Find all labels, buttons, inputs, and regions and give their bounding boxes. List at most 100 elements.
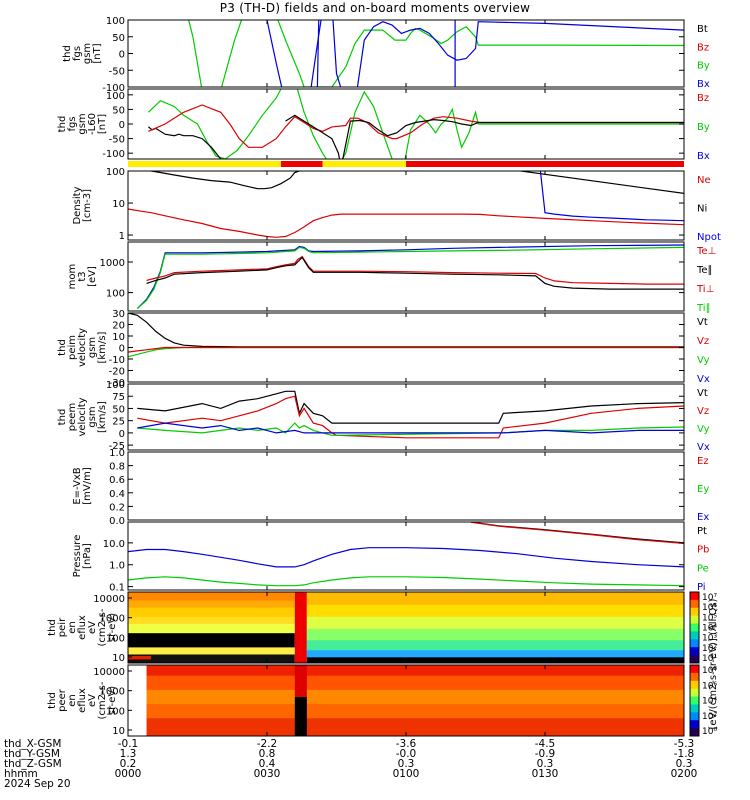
legend-vx: Vx xyxy=(697,374,710,385)
y-tick-label: 25 xyxy=(112,417,125,428)
page-title: P3 (TH-D) fields and on-board moments ov… xyxy=(219,1,531,15)
mode-bar-segment xyxy=(322,161,406,167)
legend-vy: Vy xyxy=(697,424,710,435)
y-tick-label: 1000 xyxy=(100,614,125,625)
legend-bx: Bx xyxy=(697,151,710,162)
colorbar-tick-label: 10⁸ xyxy=(702,666,717,676)
y-tick-label: 10.0 xyxy=(103,539,125,550)
series-pe-line xyxy=(128,576,684,587)
legend-pt: Pt xyxy=(697,526,707,537)
x-tick-label: 0.3 xyxy=(676,758,693,770)
y-tick-label: 100 xyxy=(106,167,125,178)
series-bz-line xyxy=(148,104,684,148)
y-tick-label: 50 xyxy=(112,404,125,415)
y-tick-label: 0.2 xyxy=(109,502,125,513)
y-tick-label: -20 xyxy=(109,367,125,378)
panel-frame xyxy=(127,383,685,451)
spectrogram-image xyxy=(128,592,684,663)
legend-vz: Vz xyxy=(697,336,709,347)
y-tick-label: 10 xyxy=(112,653,125,664)
y-tick-label: 100 xyxy=(106,380,125,391)
y-axis-label: peem xyxy=(67,403,78,431)
x-tick-label: -0.1 xyxy=(118,738,139,750)
legend-te: Te∥ xyxy=(696,265,713,276)
mode-bar-segment xyxy=(406,161,684,167)
series-group xyxy=(188,20,684,87)
panel-mode_bar xyxy=(128,161,684,167)
y-tick-label: -50 xyxy=(109,66,125,77)
y-tick-label: 100 xyxy=(106,706,125,717)
x-tick-label: -0.0 xyxy=(396,748,417,760)
x-tick-label: -3.6 xyxy=(396,738,417,750)
y-axis-label: [nT] xyxy=(92,43,103,63)
y-axis-label: [km/s] xyxy=(97,401,108,433)
y-axis-label: gsm xyxy=(87,337,98,358)
y-tick-label: 10 xyxy=(112,726,125,737)
y-tick-label: -25 xyxy=(109,441,125,452)
x-tick-label: -2.2 xyxy=(257,738,278,750)
y-tick-label: 50 xyxy=(112,105,125,116)
y-tick-label: 30 xyxy=(112,309,125,320)
x-tick-label: 0030 xyxy=(254,768,281,780)
panel-pressure: 10.0 1.0 0.1 Pt Pb Pe Pi Pressure [nPa] xyxy=(72,521,709,594)
x-tick-label: -4.5 xyxy=(535,738,556,750)
y-tick-label: -50 xyxy=(109,135,125,146)
y-axis-label: peir xyxy=(57,617,68,637)
series-bx-line xyxy=(266,20,684,87)
y-axis-label: thd xyxy=(57,339,68,356)
colorbar-tick-label: 10³ xyxy=(702,634,717,644)
series-vz-line xyxy=(137,395,684,439)
panel-moments_t: 1000 100 Te⊥ Te∥ Ti⊥ Ti∥ mom t3 [eV] xyxy=(67,241,716,314)
series-vy-line xyxy=(128,346,684,358)
y-axis-label: -L60 xyxy=(87,113,98,135)
x-tick-label: -0.9 xyxy=(535,748,556,760)
x-tick-label: 0.4 xyxy=(259,758,276,770)
y-tick-label: 100 xyxy=(106,289,125,300)
legend-by: By xyxy=(697,61,710,72)
colorbar-tick-label: 10² xyxy=(702,712,717,722)
legend-pi: Pi xyxy=(697,582,706,593)
y-axis-label: peer xyxy=(57,688,68,712)
y-axis-label: sr-eV) xyxy=(107,686,118,715)
series-vt-line xyxy=(137,390,684,424)
legend-te: Te⊥ xyxy=(696,246,716,257)
y-tick-label: 1.0 xyxy=(109,561,125,572)
legend-vz: Vz xyxy=(697,406,709,417)
x-tick-label: 0100 xyxy=(393,768,420,780)
series-group xyxy=(128,171,684,238)
y-axis-label: [nT] xyxy=(97,114,108,134)
panel-frame xyxy=(127,451,685,521)
series-group xyxy=(147,89,684,159)
y-tick-label: 0 xyxy=(119,429,125,440)
y-axis-label: eV xyxy=(87,621,98,634)
footer-row-hhmm: hhmm xyxy=(4,768,38,780)
x-tick-label: 0130 xyxy=(532,768,559,780)
legend-pe: Pe xyxy=(697,563,709,574)
y-tick-label: -30 xyxy=(109,378,125,389)
x-tick-label: 0.3 xyxy=(398,758,415,770)
x-tick-label: -1.8 xyxy=(674,748,695,760)
x-tick-label: 0000 xyxy=(115,768,142,780)
series-group xyxy=(128,522,684,587)
panel-density: 100 10 1 Ne Ni Npot Density [cm-3] xyxy=(72,167,721,243)
legend-bt: Bt xyxy=(697,24,708,35)
colorbar-tick-label: 10⁴ xyxy=(702,624,717,634)
y-axis-label: thd xyxy=(47,692,58,709)
y-tick-label: 0 xyxy=(119,344,125,355)
series-group xyxy=(137,390,684,439)
legend-ne: Ne xyxy=(697,175,711,186)
legend-vt: Vt xyxy=(697,317,708,328)
y-axis-label: fgs xyxy=(67,116,78,131)
y-tick-label: 10 xyxy=(112,332,125,343)
y-tick-label: 1 xyxy=(119,231,125,242)
y-axis-label: E=-VxB xyxy=(72,467,83,504)
series-bt2-line xyxy=(285,114,684,159)
mode-bar-segment xyxy=(128,161,281,167)
series-segment xyxy=(316,20,320,87)
x-tick-label: -5.3 xyxy=(674,738,695,750)
series-vt-line xyxy=(128,313,684,348)
y-tick-label: 100 xyxy=(106,633,125,644)
y-axis-label: [mV/m] xyxy=(82,467,93,505)
